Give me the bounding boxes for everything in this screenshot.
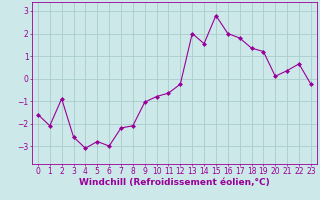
X-axis label: Windchill (Refroidissement éolien,°C): Windchill (Refroidissement éolien,°C) [79, 178, 270, 187]
